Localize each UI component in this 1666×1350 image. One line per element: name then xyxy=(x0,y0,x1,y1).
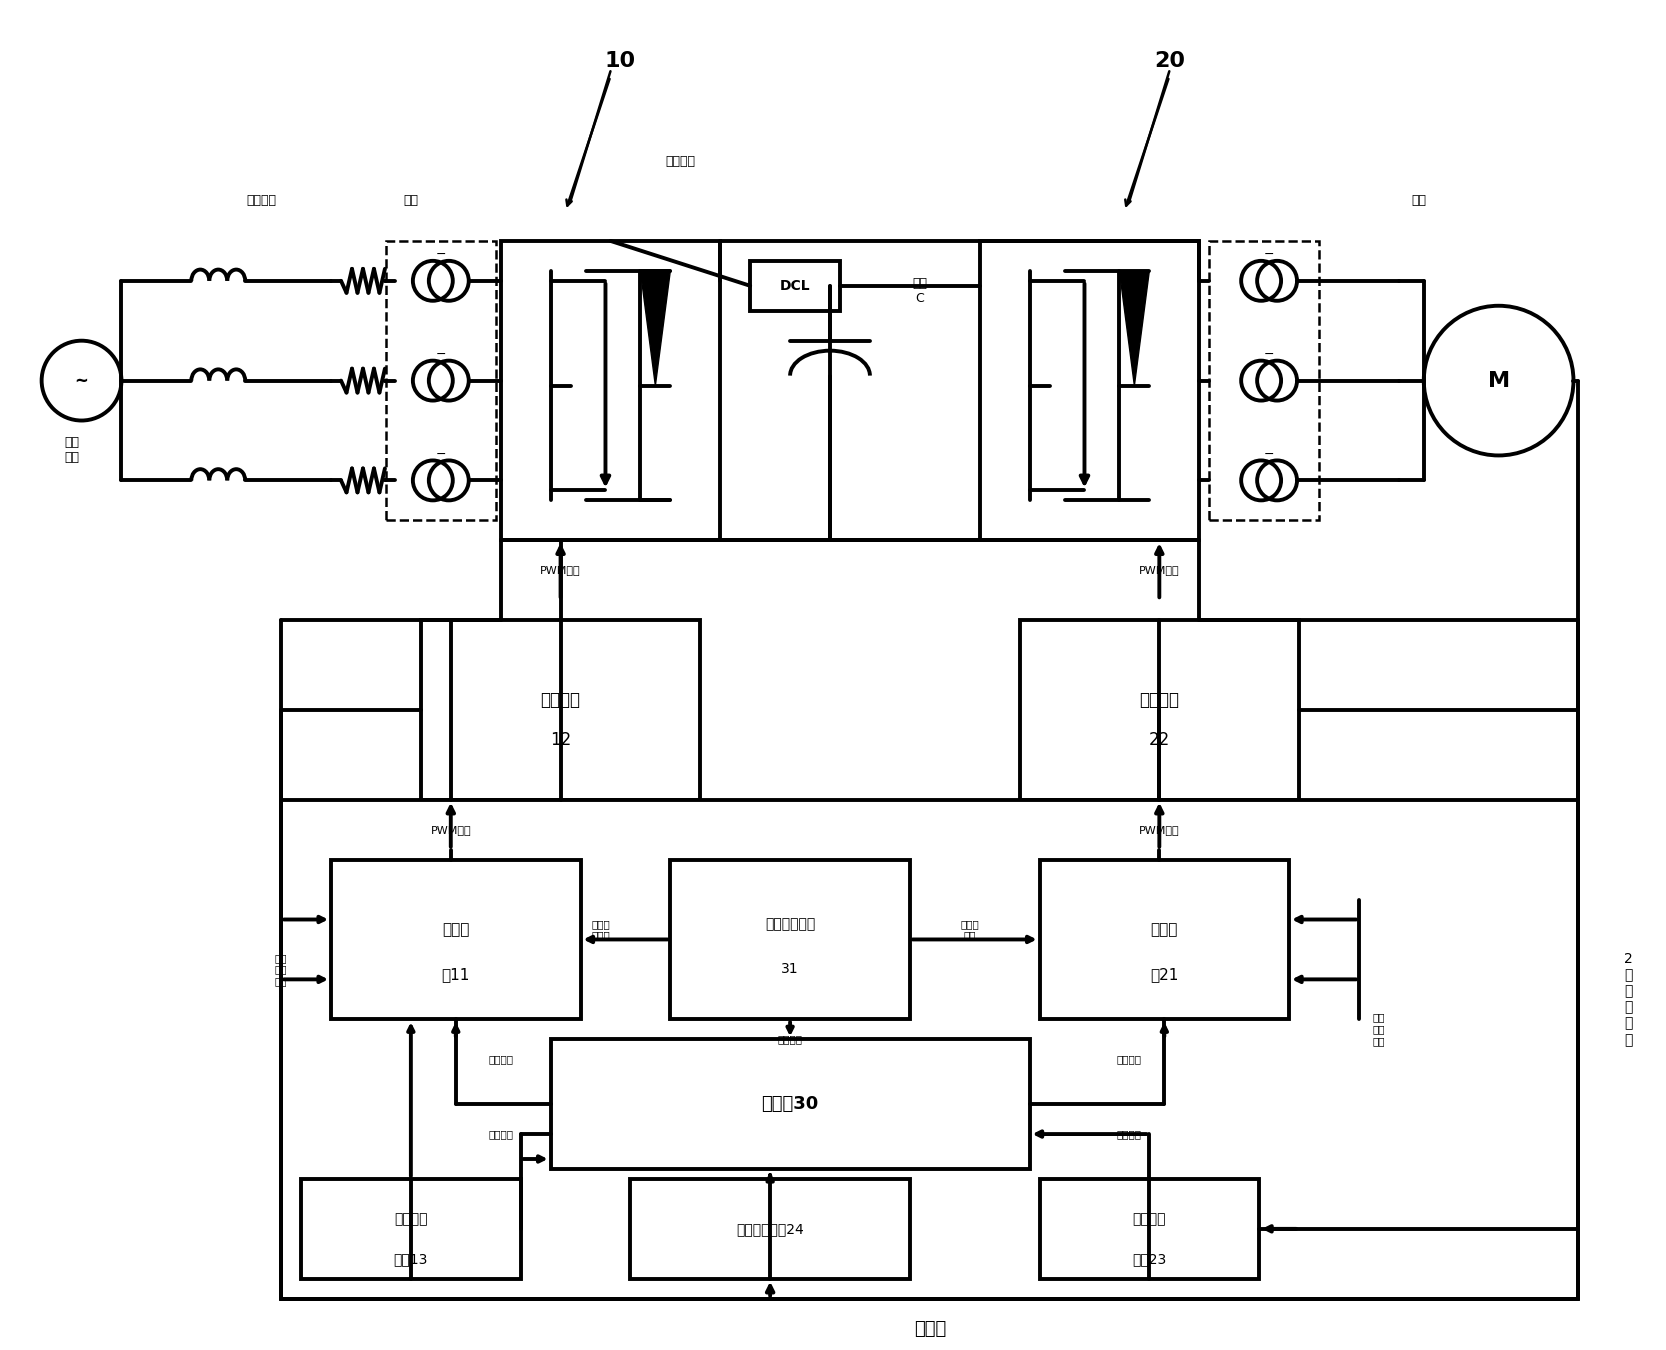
Bar xyxy=(1040,860,1289,1019)
Polygon shape xyxy=(1120,271,1150,386)
Text: 片11: 片11 xyxy=(441,967,470,981)
Text: PWM脉冲: PWM脉冲 xyxy=(1140,566,1180,575)
Text: 交流电抗: 交流电抗 xyxy=(247,194,277,208)
Polygon shape xyxy=(640,271,670,386)
Bar xyxy=(550,1040,1030,1169)
Text: −: − xyxy=(1264,348,1274,362)
Bar xyxy=(630,1179,910,1278)
Text: ~: ~ xyxy=(75,371,88,390)
Text: 电阵: 电阵 xyxy=(403,194,418,208)
Text: 电流
保护
信号: 电流 保护 信号 xyxy=(1373,1012,1384,1046)
Text: 电容电压: 电容电压 xyxy=(778,1034,803,1045)
Text: PWM脉冲: PWM脉冲 xyxy=(1140,825,1180,834)
Bar xyxy=(1210,240,1319,520)
Bar xyxy=(670,860,910,1019)
Bar xyxy=(282,799,1578,1299)
Text: 2
路
正
交
脉
冲: 2 路 正 交 脉 冲 xyxy=(1624,952,1633,1046)
Text: 开关时间: 开关时间 xyxy=(488,1054,513,1064)
Text: 控制板: 控制板 xyxy=(913,1320,946,1338)
Text: −: − xyxy=(435,448,446,460)
Text: −: − xyxy=(435,348,446,362)
Text: −: − xyxy=(1264,248,1274,262)
Text: 电机: 电机 xyxy=(1411,194,1426,208)
Bar xyxy=(332,860,580,1019)
Text: 直流电抗: 直流电抗 xyxy=(665,154,695,167)
Text: PWM脉冲: PWM脉冲 xyxy=(540,566,581,575)
Text: 10: 10 xyxy=(605,51,636,72)
Text: 片21: 片21 xyxy=(1150,967,1178,981)
Text: 电路23: 电路23 xyxy=(1133,1251,1166,1266)
Text: −: − xyxy=(435,248,446,262)
Text: 电压反馈电路: 电压反馈电路 xyxy=(765,918,815,932)
Bar xyxy=(1040,1179,1259,1278)
Text: 12: 12 xyxy=(550,730,571,749)
Text: 电流反馈: 电流反馈 xyxy=(395,1212,428,1226)
Text: 22: 22 xyxy=(1148,730,1170,749)
Text: 电机电流: 电机电流 xyxy=(1116,1129,1141,1139)
Text: 31: 31 xyxy=(781,963,800,976)
Text: M: M xyxy=(1488,371,1509,390)
Text: 速度反馈电路24: 速度反馈电路24 xyxy=(736,1222,805,1235)
Text: 电压保
护信号: 电压保 护信号 xyxy=(591,919,610,941)
Text: −: − xyxy=(1264,448,1274,460)
Text: 20: 20 xyxy=(1155,51,1185,72)
Text: DCL: DCL xyxy=(780,279,810,293)
Text: 电流反馈: 电流反馈 xyxy=(1133,1212,1166,1226)
Text: 电流
保护
信号: 电流 保护 信号 xyxy=(275,953,288,985)
Bar xyxy=(1020,620,1299,799)
Text: 驱动电路: 驱动电路 xyxy=(1140,691,1180,709)
Text: 开关时间: 开关时间 xyxy=(1116,1054,1141,1064)
Text: 电容
C: 电容 C xyxy=(913,277,928,305)
Bar xyxy=(421,620,700,799)
Bar xyxy=(302,1179,521,1278)
Bar xyxy=(501,240,720,540)
Text: 交流
电源: 交流 电源 xyxy=(63,436,78,464)
Bar xyxy=(750,261,840,310)
Text: 电路13: 电路13 xyxy=(393,1251,428,1266)
Text: 集成芯: 集成芯 xyxy=(441,922,470,937)
Text: 集成芯: 集成芯 xyxy=(1151,922,1178,937)
Text: 电网电流: 电网电流 xyxy=(488,1129,513,1139)
Text: 驱动电路: 驱动电路 xyxy=(540,691,580,709)
Bar xyxy=(387,240,496,520)
Text: 脉冲计
数値: 脉冲计 数値 xyxy=(960,919,980,941)
Text: 处理器30: 处理器30 xyxy=(761,1095,818,1114)
Bar xyxy=(980,240,1200,540)
Text: PWM脉冲: PWM脉冲 xyxy=(430,825,471,834)
